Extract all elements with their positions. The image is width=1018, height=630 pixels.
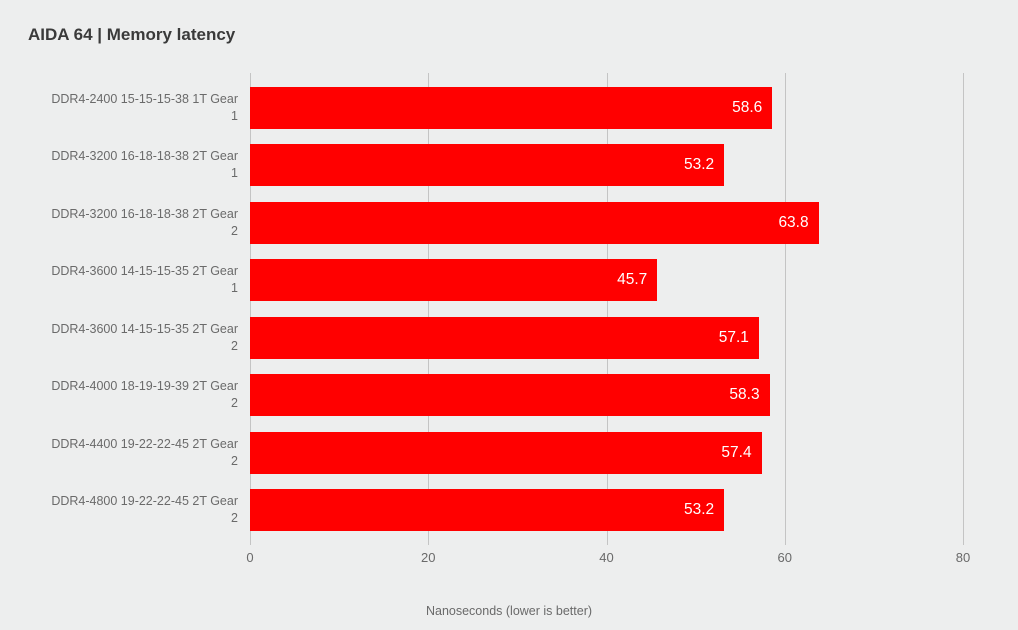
y-axis-label: DDR4-3200 16-18-18-38 2T Gear 1 [20,148,250,182]
bar: 45.7 [250,259,657,301]
plot-area: DDR4-2400 15-15-15-38 1T Gear 158.6 DDR4-… [250,73,963,563]
chart-title: AIDA 64 | Memory latency [28,25,1018,45]
bar-value-label: 45.7 [617,271,657,289]
y-axis-label: DDR4-4400 19-22-22-45 2T Gear 2 [20,436,250,470]
gridline [963,73,964,545]
x-tick-label: 60 [778,550,792,565]
y-axis-label: DDR4-3200 16-18-18-38 2T Gear 2 [20,206,250,240]
bar-row: DDR4-4800 19-22-22-45 2T Gear 253.2 [250,489,963,531]
bar: 58.3 [250,374,770,416]
bar-value-label: 53.2 [684,156,724,174]
bars-group: DDR4-2400 15-15-15-38 1T Gear 158.6 DDR4-… [250,73,963,545]
bar-row: DDR4-4400 19-22-22-45 2T Gear 257.4 [250,432,963,474]
y-axis-label: DDR4-4000 18-19-19-39 2T Gear 2 [20,378,250,412]
bar-value-label: 58.6 [732,99,772,117]
bar-row: DDR4-3600 14-15-15-35 2T Gear 257.1 [250,317,963,359]
bar: 63.8 [250,202,819,244]
bar-row: DDR4-4000 18-19-19-39 2T Gear 258.3 [250,374,963,416]
bar-row: DDR4-3600 14-15-15-35 2T Gear 145.7 [250,259,963,301]
x-tick-label: 40 [599,550,613,565]
x-tick-label: 0 [246,550,253,565]
bar-row: DDR4-3200 16-18-18-38 2T Gear 263.8 [250,202,963,244]
bar-value-label: 53.2 [684,501,724,519]
y-axis-label: DDR4-4800 19-22-22-45 2T Gear 2 [20,493,250,527]
x-tick-label: 20 [421,550,435,565]
y-axis-label: DDR4-3600 14-15-15-35 2T Gear 2 [20,321,250,355]
bar: 53.2 [250,144,724,186]
chart-container: AIDA 64 | Memory latency DDR4-2400 15-15… [0,0,1018,630]
x-tick-label: 80 [956,550,970,565]
y-axis-label: DDR4-2400 15-15-15-38 1T Gear 1 [20,91,250,125]
x-axis-title: Nanoseconds (lower is better) [0,604,1018,618]
bar: 58.6 [250,87,772,129]
bar-row: DDR4-2400 15-15-15-38 1T Gear 158.6 [250,87,963,129]
bar-value-label: 63.8 [778,214,818,232]
bar-value-label: 58.3 [729,386,769,404]
bar: 57.4 [250,432,762,474]
bar: 57.1 [250,317,759,359]
bar: 53.2 [250,489,724,531]
y-axis-label: DDR4-3600 14-15-15-35 2T Gear 1 [20,263,250,297]
bar-value-label: 57.4 [721,444,761,462]
bar-value-label: 57.1 [719,329,759,347]
bar-row: DDR4-3200 16-18-18-38 2T Gear 153.2 [250,144,963,186]
